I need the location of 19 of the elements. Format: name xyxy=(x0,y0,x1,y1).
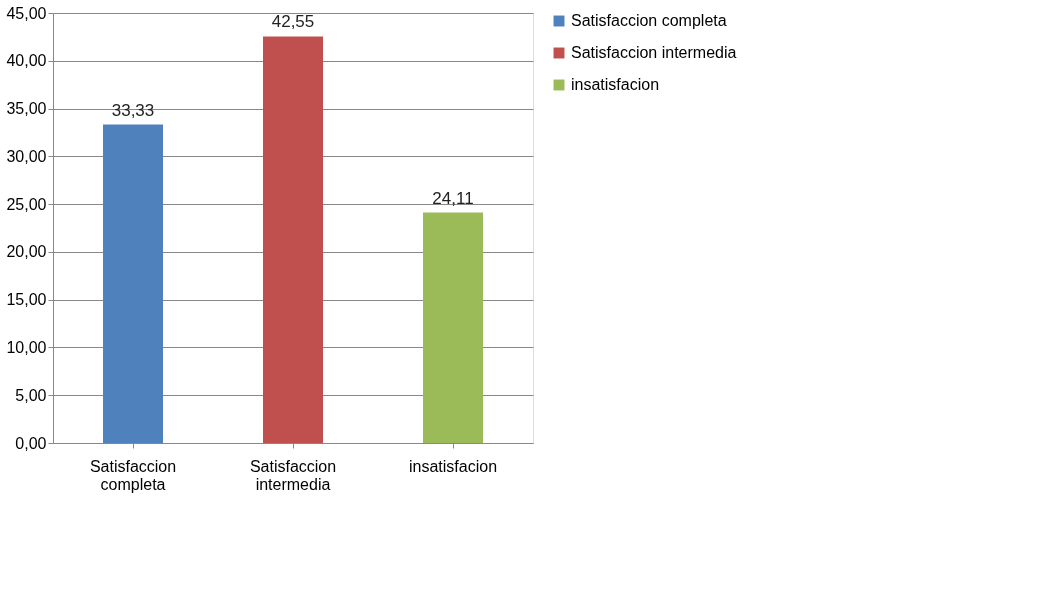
y-tick-label: 25,00 xyxy=(6,195,47,213)
y-tick-label: 30,00 xyxy=(6,147,47,165)
x-tick-label: Satisfaccion completa xyxy=(89,457,177,493)
legend-label: Satisfaccion completa xyxy=(571,12,727,29)
y-tick-label: 35,00 xyxy=(6,100,47,118)
x-tick-label: insatisfacion xyxy=(408,457,498,475)
y-tick-label: 20,00 xyxy=(6,243,47,261)
data-label: 42,55 xyxy=(271,12,315,32)
legend-label: Satisfaccion intermedia xyxy=(571,44,737,61)
y-tick-label: 40,00 xyxy=(6,52,47,70)
y-tick-label: 5,00 xyxy=(15,386,47,404)
data-label: 24,11 xyxy=(432,188,474,208)
y-tick-label: 0,00 xyxy=(15,434,47,452)
data-label: 33,33 xyxy=(111,100,155,120)
x-tick-label: Satisfaccion intermedia xyxy=(249,457,337,493)
y-tick-label: 45,00 xyxy=(6,4,47,22)
y-tick-label: 15,00 xyxy=(6,291,47,309)
y-tick-label: 10,00 xyxy=(6,338,47,356)
legend-label: insatisfacion xyxy=(571,76,660,93)
